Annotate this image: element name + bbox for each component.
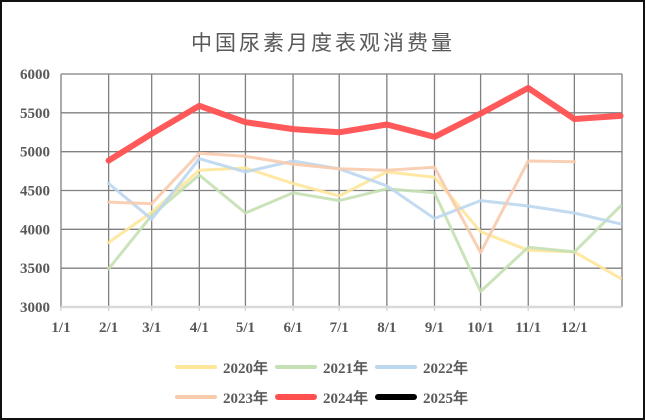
legend-swatch	[175, 365, 217, 369]
legend-item-2020[interactable]: 2020年	[175, 357, 275, 378]
y-tick-label: 3500	[20, 261, 50, 277]
legend-row: 2023年 2024年 2025年	[175, 382, 495, 412]
x-tick-label: 5/1	[236, 320, 255, 336]
x-tick-label: 1/1	[51, 320, 70, 336]
legend: 2020年 2021年 2022年 2023年 2024年 2025年	[175, 352, 495, 412]
x-tick-label: 11/1	[515, 320, 541, 336]
legend-label: 2022年	[423, 360, 469, 377]
chart-title: 中国尿素月度表观消费量	[191, 31, 455, 55]
x-tick-label: 8/1	[377, 320, 396, 336]
series-line-2020	[107, 166, 622, 280]
legend-label: 2024年	[323, 390, 369, 407]
legend-item-2024[interactable]: 2024年	[275, 387, 375, 408]
x-tick-label: 7/1	[330, 320, 349, 336]
x-tick-label: 10/1	[467, 320, 494, 336]
legend-item-2025[interactable]: 2025年	[375, 387, 475, 408]
legend-swatch	[375, 394, 417, 400]
series-line-2024	[105, 85, 624, 164]
legend-swatch	[275, 394, 317, 400]
x-tick-label: 4/1	[190, 320, 209, 336]
legend-swatch	[175, 395, 217, 399]
y-tick-label: 4500	[20, 184, 50, 200]
series-line-2022	[107, 157, 622, 226]
series-line-2021	[107, 173, 622, 293]
legend-item-2021[interactable]: 2021年	[275, 357, 375, 378]
legend-swatch	[375, 365, 417, 369]
legend-item-2022[interactable]: 2022年	[375, 357, 475, 378]
legend-label: 2020年	[223, 360, 269, 377]
legend-label: 2021年	[323, 360, 369, 377]
y-tick-label: 5500	[20, 106, 50, 122]
x-tick-label: 3/1	[142, 320, 161, 336]
legend-label: 2023年	[223, 390, 269, 407]
y-tick-label: 6000	[20, 67, 50, 83]
legend-row: 2020年 2021年 2022年	[175, 352, 495, 382]
y-tick-label: 4000	[20, 222, 50, 238]
x-tick-label: 12/1	[561, 320, 588, 336]
x-tick-label: 6/1	[283, 320, 302, 336]
x-tick-label: 9/1	[425, 320, 444, 336]
legend-item-2023[interactable]: 2023年	[175, 387, 275, 408]
series-line-2023	[107, 151, 576, 255]
x-tick-label: 2/1	[99, 320, 118, 336]
legend-swatch	[275, 365, 317, 369]
y-tick-label: 3000	[20, 300, 50, 316]
y-tick-label: 5000	[20, 145, 50, 161]
legend-label: 2025年	[423, 390, 469, 407]
